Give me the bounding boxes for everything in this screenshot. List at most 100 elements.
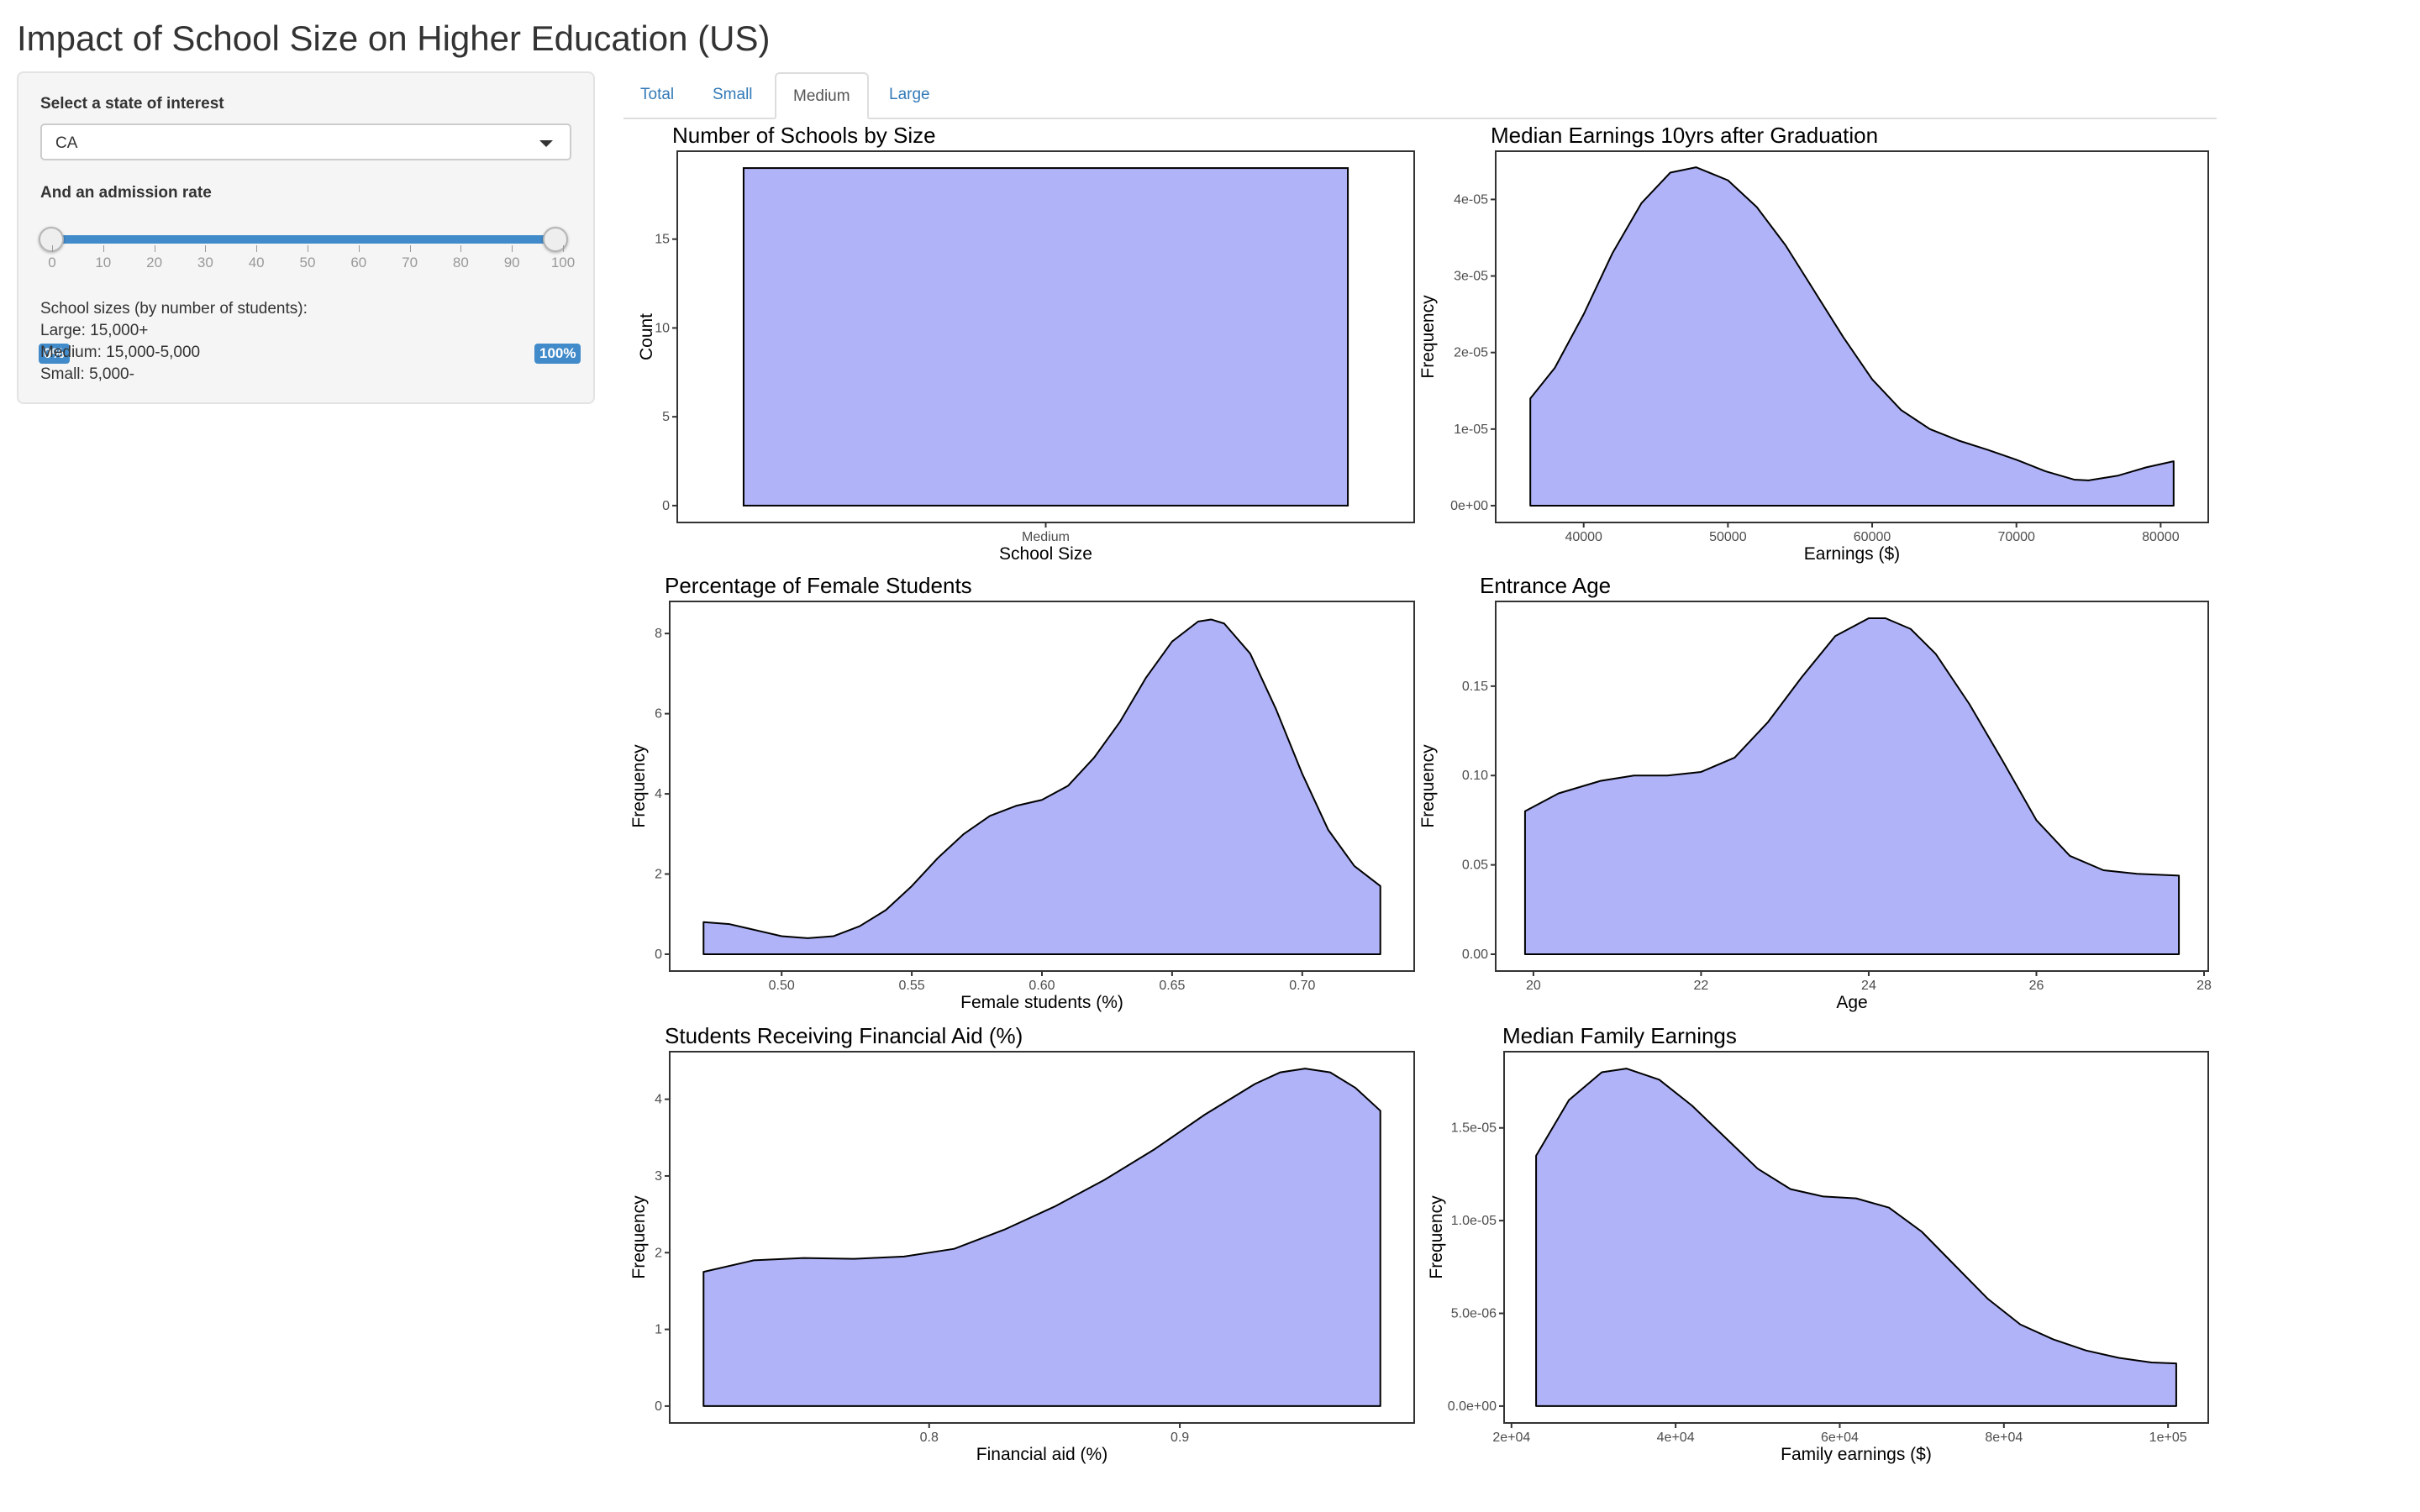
slider-max-handle[interactable] (543, 227, 568, 252)
y-axis-label: Frequency (1427, 1195, 1446, 1279)
school-size-small: Small: 5,000- (40, 365, 134, 383)
tab-large[interactable]: Large (889, 86, 930, 103)
x-tick-label: 24 (1861, 979, 1876, 993)
x-axis-label: Financial aid (%) (976, 1445, 1107, 1464)
y-tick-label: 2 (655, 1246, 662, 1260)
y-axis-label: Frequency (629, 1195, 649, 1279)
bar-medium (742, 167, 1349, 507)
state-select[interactable]: CA (40, 123, 571, 160)
slider-tick (460, 245, 462, 252)
y-tick-label: 4 (655, 1093, 662, 1107)
x-tick-label: 40000 (1565, 530, 1602, 544)
y-tick-label: 2 (655, 868, 662, 882)
chart-title: Number of Schools by Size (672, 123, 936, 148)
slider-tick-label: 0 (48, 255, 56, 270)
slider-tick (409, 245, 411, 252)
school-size-large: Large: 15,000+ (40, 322, 149, 339)
slider-tick-label: 80 (452, 255, 469, 270)
y-tick-label: 0.00 (1462, 948, 1488, 962)
slider-min-badge: 0% (39, 344, 70, 364)
sidebar-panel: Select a state of interest CA And an adm… (17, 71, 595, 404)
chart-title: Median Earnings 10yrs after Graduation (1491, 123, 1878, 148)
tab-medium[interactable]: Medium (775, 72, 869, 119)
slider-min-handle[interactable] (39, 227, 64, 252)
density-area (1529, 166, 2175, 507)
x-axis-label: School Size (999, 544, 1092, 564)
admission-rate-label: And an admission rate (40, 184, 212, 202)
x-tick-label: 80000 (2142, 530, 2180, 544)
y-tick-label: 5 (662, 410, 670, 424)
slider-tick (563, 245, 564, 252)
x-tick-label: 1e+05 (2149, 1431, 2187, 1445)
y-tick-label: 1.5e-05 (1451, 1121, 1497, 1136)
x-tick-label: 2e+04 (1492, 1431, 1530, 1445)
slider-max-badge: 100% (534, 344, 581, 364)
y-tick-label: 0e+00 (1450, 499, 1488, 513)
y-tick-label: 15 (655, 233, 670, 247)
y-axis-label: Frequency (1418, 744, 1438, 828)
y-tick-label: 1 (655, 1323, 662, 1337)
y-tick-label: 10 (655, 321, 670, 335)
x-tick-label: 50000 (1709, 530, 1747, 544)
slider-tick (256, 245, 258, 252)
x-tick-label: 0.50 (769, 979, 795, 993)
slider-tick-label: 90 (503, 255, 520, 270)
y-tick-label: 8 (655, 627, 662, 641)
panel-border (669, 1051, 1415, 1424)
x-axis-label: Earnings ($) (1804, 544, 1900, 564)
y-tick-label: 1.0e-05 (1451, 1214, 1497, 1228)
slider-tick (52, 245, 53, 252)
x-tick-label: 0.55 (899, 979, 925, 993)
slider-tick (512, 245, 513, 252)
slider-tick-label: 30 (197, 255, 213, 270)
panel-border (676, 150, 1415, 523)
slider-tick (103, 245, 104, 252)
chart-title: Students Receiving Financial Aid (%) (665, 1023, 1023, 1048)
panel-border (1495, 601, 2209, 972)
panel-border (1503, 1051, 2209, 1424)
y-tick-label: 5.0e-06 (1451, 1307, 1497, 1321)
chart-title: Median Family Earnings (1502, 1023, 1737, 1048)
slider-tick-label: 50 (299, 255, 316, 270)
y-axis-label: Count (637, 313, 656, 360)
y-tick-label: 3e-05 (1454, 270, 1488, 284)
x-tick-label: 0.60 (1028, 979, 1055, 993)
tab-total[interactable]: Total (640, 86, 675, 103)
x-tick-label: 6e+04 (1821, 1431, 1859, 1445)
y-tick-label: 0.15 (1462, 680, 1488, 694)
density-area (702, 1068, 1381, 1407)
caret-down-icon (539, 140, 553, 147)
x-tick-label: 8e+04 (1985, 1431, 2023, 1445)
density-area (702, 618, 1381, 955)
state-select-label: Select a state of interest (40, 95, 224, 113)
x-axis-label: Family earnings ($) (1781, 1445, 1932, 1464)
y-tick-label: 0.10 (1462, 769, 1488, 783)
y-tick-label: 0.0e+00 (1448, 1399, 1497, 1414)
slider-track[interactable] (52, 235, 563, 244)
x-tick-label: 60000 (1854, 530, 1891, 544)
slider-tick-label: 70 (402, 255, 418, 270)
x-tick-label: 4e+04 (1657, 1431, 1695, 1445)
density-area (1535, 1068, 2177, 1407)
x-tick-label: 0.70 (1289, 979, 1315, 993)
x-tick-label: 0.9 (1171, 1431, 1189, 1445)
page-title: Impact of School Size on Higher Educatio… (17, 18, 771, 58)
y-tick-label: 0 (655, 948, 662, 962)
x-axis-label: Age (1836, 993, 1867, 1012)
panel-border (1495, 150, 2209, 523)
slider-tick-label: 10 (95, 255, 112, 270)
slider-tick-label: 60 (350, 255, 367, 270)
x-tick-label: 28 (2196, 979, 2212, 993)
slider-tick-label: 100 (550, 255, 576, 270)
x-tick-label: 70000 (1997, 530, 2035, 544)
chart-title: Entrance Age (1480, 573, 1611, 598)
slider-tick (205, 245, 207, 252)
y-tick-label: 2e-05 (1454, 346, 1488, 360)
slider-tick (358, 245, 360, 252)
y-axis-label: Frequency (629, 744, 649, 828)
admission-rate-slider[interactable]: 0% 100% (18, 207, 597, 364)
x-tick-label: 0.8 (920, 1431, 939, 1445)
tab-bar: Total Small Medium Large (623, 72, 2217, 119)
tab-small[interactable]: Small (713, 86, 753, 103)
